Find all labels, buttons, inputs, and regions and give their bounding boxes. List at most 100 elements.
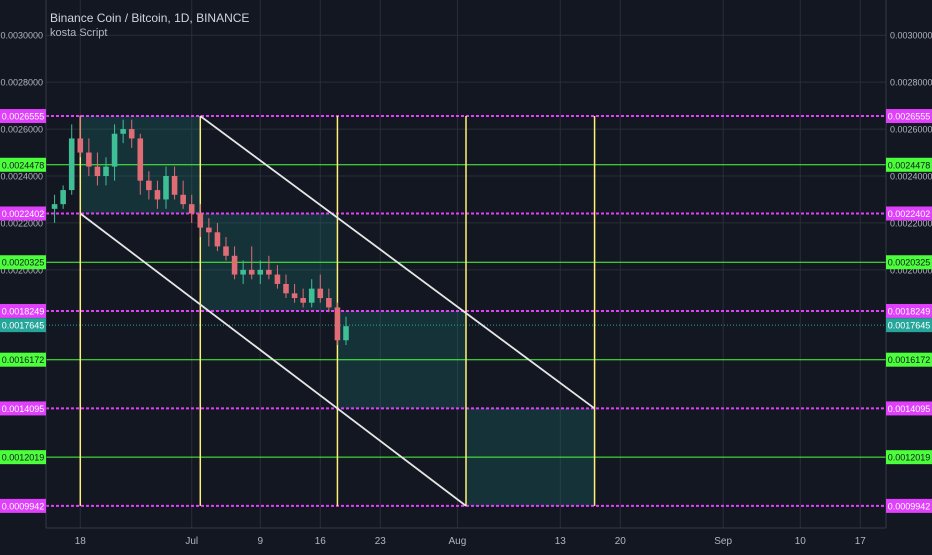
x-tick-label: 16 xyxy=(315,536,327,547)
level-tag-left: 0.0020325 xyxy=(2,258,45,268)
candle-body xyxy=(154,190,161,200)
level-tag-left-bg xyxy=(0,450,46,465)
level-tag-left-bg xyxy=(0,303,46,318)
level-tag-left: 0.0024478 xyxy=(2,160,45,170)
candle-body xyxy=(257,269,264,275)
level-tag-right: 0.0022402 xyxy=(888,209,931,219)
level-tag-right-bg xyxy=(886,303,932,318)
candle-body xyxy=(137,138,144,181)
x-tick-label: 23 xyxy=(375,536,387,547)
candle-body xyxy=(223,246,229,256)
candle-body xyxy=(111,133,118,167)
candle-body xyxy=(103,166,109,176)
candle-body xyxy=(51,204,58,209)
y-tick-label-right: 0.0024000 xyxy=(890,172,932,182)
level-tag-left: 0.0018249 xyxy=(2,306,45,316)
x-tick-label: 20 xyxy=(615,536,627,547)
candle-body xyxy=(197,213,204,228)
candle-body xyxy=(60,190,66,205)
candle-body xyxy=(326,298,332,308)
level-tag-right-bg xyxy=(886,450,932,465)
candle-body xyxy=(180,194,186,205)
candle-body xyxy=(248,269,255,275)
level-tag-right: 0.0009942 xyxy=(888,501,931,511)
candle-body xyxy=(94,166,101,176)
last-price-tag-left-bg xyxy=(0,318,46,333)
level-tag-left: 0.0014095 xyxy=(2,404,45,414)
level-tag-right-bg xyxy=(886,109,932,124)
price-labels: 0.0026555 0.0026555 0.0024478 0.0024478 0.00… xyxy=(0,109,932,513)
last-price-tag-right: 0.0017645 xyxy=(888,321,931,331)
candle-body xyxy=(86,152,92,167)
level-tag-left: 0.0026555 xyxy=(2,112,45,122)
level-tag-right: 0.0016172 xyxy=(888,355,931,365)
candle-body xyxy=(128,129,135,139)
indicator-name: kosta Script xyxy=(50,27,108,39)
candle-body xyxy=(240,269,246,275)
y-tick-label-right: 0.0020000 xyxy=(890,265,932,275)
candle-body xyxy=(77,138,84,153)
vertical-lines xyxy=(79,116,596,506)
level-tag-left-bg xyxy=(0,206,46,221)
level-tag-right-bg xyxy=(886,352,932,367)
y-tick-label-left: 0.0024000 xyxy=(0,172,43,182)
x-tick-label: 10 xyxy=(795,536,807,547)
candle-body xyxy=(188,204,195,214)
level-tag-left-bg xyxy=(0,157,46,172)
candle-body xyxy=(163,176,169,200)
level-tag-right-bg xyxy=(886,498,932,513)
level-tag-right: 0.0018249 xyxy=(888,306,931,316)
level-tag-left-bg xyxy=(0,498,46,513)
y-tick-label-left: 0.0020000 xyxy=(0,265,43,275)
last-price-tag-left: 0.0017645 xyxy=(2,321,45,331)
candle-body xyxy=(120,129,126,134)
candle-body xyxy=(266,269,272,275)
x-tick-label: Sep xyxy=(714,536,732,547)
level-tag-right: 0.0020325 xyxy=(888,258,931,268)
x-tick-label: 18 xyxy=(75,536,87,547)
level-tag-left-bg xyxy=(0,255,46,270)
candle-body xyxy=(206,227,212,233)
level-tag-left: 0.0016172 xyxy=(2,355,45,365)
x-tick-label: 17 xyxy=(855,536,867,547)
candle-body xyxy=(317,288,324,299)
level-tag-left: 0.0022402 xyxy=(2,209,45,219)
candle-body xyxy=(274,274,281,284)
x-tick-label: 9 xyxy=(258,536,264,547)
level-tag-right-bg xyxy=(886,157,932,172)
candles xyxy=(51,114,349,345)
y-tick-label-left: 0.0022000 xyxy=(0,218,43,228)
y-tick-label-left: 0.0030000 xyxy=(0,31,43,41)
candle-body xyxy=(300,298,306,303)
candle-body xyxy=(68,138,75,191)
last-price-tag-right-bg xyxy=(886,318,932,333)
y-tick-label-right: 0.0026000 xyxy=(890,125,932,135)
candle-body xyxy=(308,288,315,303)
candle-body xyxy=(231,255,238,275)
y-tick-label-right: 0.0022000 xyxy=(890,218,932,228)
y-tick-label-left: 0.0028000 xyxy=(0,78,43,88)
level-tag-right: 0.0026555 xyxy=(888,112,931,122)
diagonal-line xyxy=(199,115,596,410)
level-tag-right-bg xyxy=(886,206,932,221)
level-tag-left-bg xyxy=(0,401,46,416)
level-tag-left: 0.0009942 xyxy=(2,501,45,511)
level-tag-right: 0.0024478 xyxy=(888,160,931,170)
level-tag-right: 0.0014095 xyxy=(888,404,931,414)
y-tick-label-left: 0.0026000 xyxy=(0,125,43,135)
level-tag-left-bg xyxy=(0,352,46,367)
candle-body xyxy=(334,307,341,341)
diagonal-line xyxy=(79,212,467,507)
level-tag-right-bg xyxy=(886,255,932,270)
level-tag-left-bg xyxy=(0,109,46,124)
y-tick-label-right: 0.0030000 xyxy=(890,31,932,41)
candle-body xyxy=(214,232,221,247)
x-tick-label: 13 xyxy=(555,536,567,547)
level-tag-right-bg xyxy=(886,401,932,416)
x-tick-label: Aug xyxy=(449,536,467,547)
candle-body xyxy=(291,293,298,299)
candle-body xyxy=(343,326,349,341)
diagonal-lines xyxy=(79,115,596,507)
